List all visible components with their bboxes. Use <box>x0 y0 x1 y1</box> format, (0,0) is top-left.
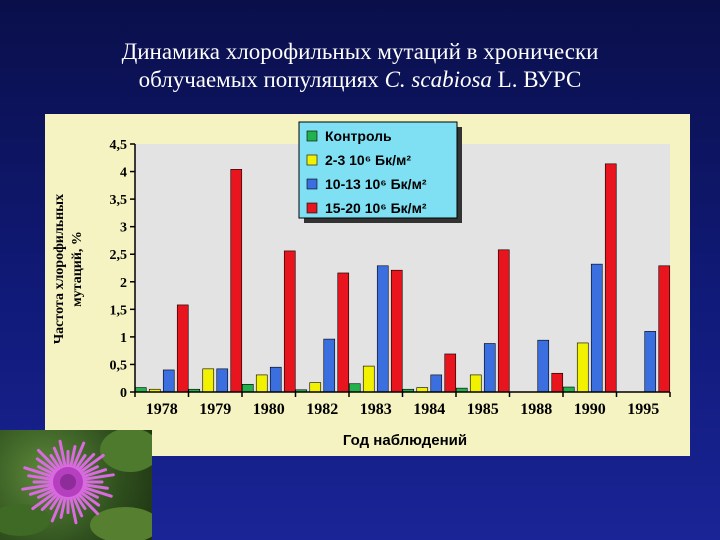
y-tick-label: 3,5 <box>110 193 128 208</box>
bar <box>202 368 215 393</box>
legend-label: 15-20 10⁶ Бк/м² <box>325 200 427 216</box>
y-ticks-layer: 0 0,5 1 1,5 2 2,5 3 3,5 4 4,5 <box>110 138 135 401</box>
y-tick-label: 0 <box>120 386 127 401</box>
bar <box>444 353 457 393</box>
x-tick-label: 1984 <box>413 401 445 418</box>
title-line-2-start: облучаемых популяциях <box>138 67 385 92</box>
bar <box>483 343 496 393</box>
bar <box>162 369 175 393</box>
x-axis-label: Год наблюдений <box>343 432 467 449</box>
legend-label: 2-3 10⁶ Бк/м² <box>325 152 411 168</box>
y-tick-label: 1,5 <box>110 303 128 318</box>
species-name: C. scabiosa <box>384 67 492 92</box>
bar <box>362 365 375 393</box>
knapweed-flower-photo <box>0 430 152 540</box>
y-tick-label: 0,5 <box>110 358 128 373</box>
bar <box>497 249 510 393</box>
y-tick-label: 2,5 <box>110 248 128 263</box>
x-tick-label: 1978 <box>146 401 178 418</box>
bar <box>337 272 350 393</box>
x-tick-label: 1988 <box>520 401 552 418</box>
bar <box>323 338 336 393</box>
y-tick-label: 4 <box>120 166 127 181</box>
x-tick-label: 1983 <box>360 401 392 418</box>
x-tick-label: 1980 <box>253 401 285 418</box>
legend-swatch <box>306 154 318 166</box>
y-tick-label: 4,5 <box>110 138 128 153</box>
bar <box>590 263 603 393</box>
bar <box>241 383 254 393</box>
title-line-2-end: L. ВУРС <box>491 67 582 92</box>
bar-chart: 0 0,5 1 1,5 2 2,5 3 3,5 4 4,5 1978 1979 1980 1982 198… <box>45 114 690 456</box>
bar <box>604 163 617 393</box>
slide-title: Динамика хлорофильных мутаций в хроничес… <box>0 38 720 94</box>
y-tick-label: 3 <box>120 221 127 236</box>
legend: Контроль 2-3 10⁶ Бк/м² 10-13 10⁶ Бк/м² 15-2… <box>298 121 462 223</box>
bar <box>390 269 403 393</box>
y-axis-label-line-2: мутаций, % <box>70 231 85 307</box>
bar <box>255 374 268 393</box>
legend-label: 10-13 10⁶ Бк/м² <box>325 176 427 192</box>
x-tick-label: 1979 <box>199 401 231 418</box>
bar <box>176 304 189 393</box>
bar <box>376 265 389 393</box>
flower-icon <box>0 430 152 540</box>
x-tick-label: 1995 <box>627 401 659 418</box>
title-line-1: Динамика хлорофильных мутаций в хроничес… <box>121 39 599 64</box>
bar <box>537 339 550 393</box>
bar <box>576 342 589 393</box>
y-tick-label: 2 <box>120 276 127 291</box>
x-tick-label: 1982 <box>306 401 338 418</box>
bar <box>269 366 282 393</box>
legend-swatch <box>306 178 318 190</box>
legend-swatch <box>306 130 318 142</box>
x-ticks-layer: 1978 1979 1980 1982 1983 1984 1985 1988 1990 1995 <box>134 392 671 418</box>
bar <box>283 250 296 393</box>
legend-items: Контроль 2-3 10⁶ Бк/м² 10-13 10⁶ Бк/м² 15-2… <box>306 128 427 216</box>
bar <box>551 372 564 393</box>
legend-label: Контроль <box>325 128 392 144</box>
title-line-2: облучаемых популяциях C. scabiosa L. ВУР… <box>0 66 720 94</box>
y-tick-label: 1 <box>120 331 127 346</box>
legend-swatch <box>306 202 318 214</box>
bar <box>430 374 443 393</box>
bar <box>348 383 361 393</box>
x-tick-label: 1985 <box>467 401 499 418</box>
bar <box>644 331 657 393</box>
y-axis-label-line-1: Частота хлорофильных <box>52 194 67 344</box>
bar <box>309 382 322 393</box>
bar <box>230 169 243 393</box>
x-tick-label: 1990 <box>574 401 606 418</box>
bar <box>658 265 671 393</box>
bar <box>216 368 229 393</box>
legend-box <box>298 121 458 219</box>
bar <box>469 374 482 393</box>
